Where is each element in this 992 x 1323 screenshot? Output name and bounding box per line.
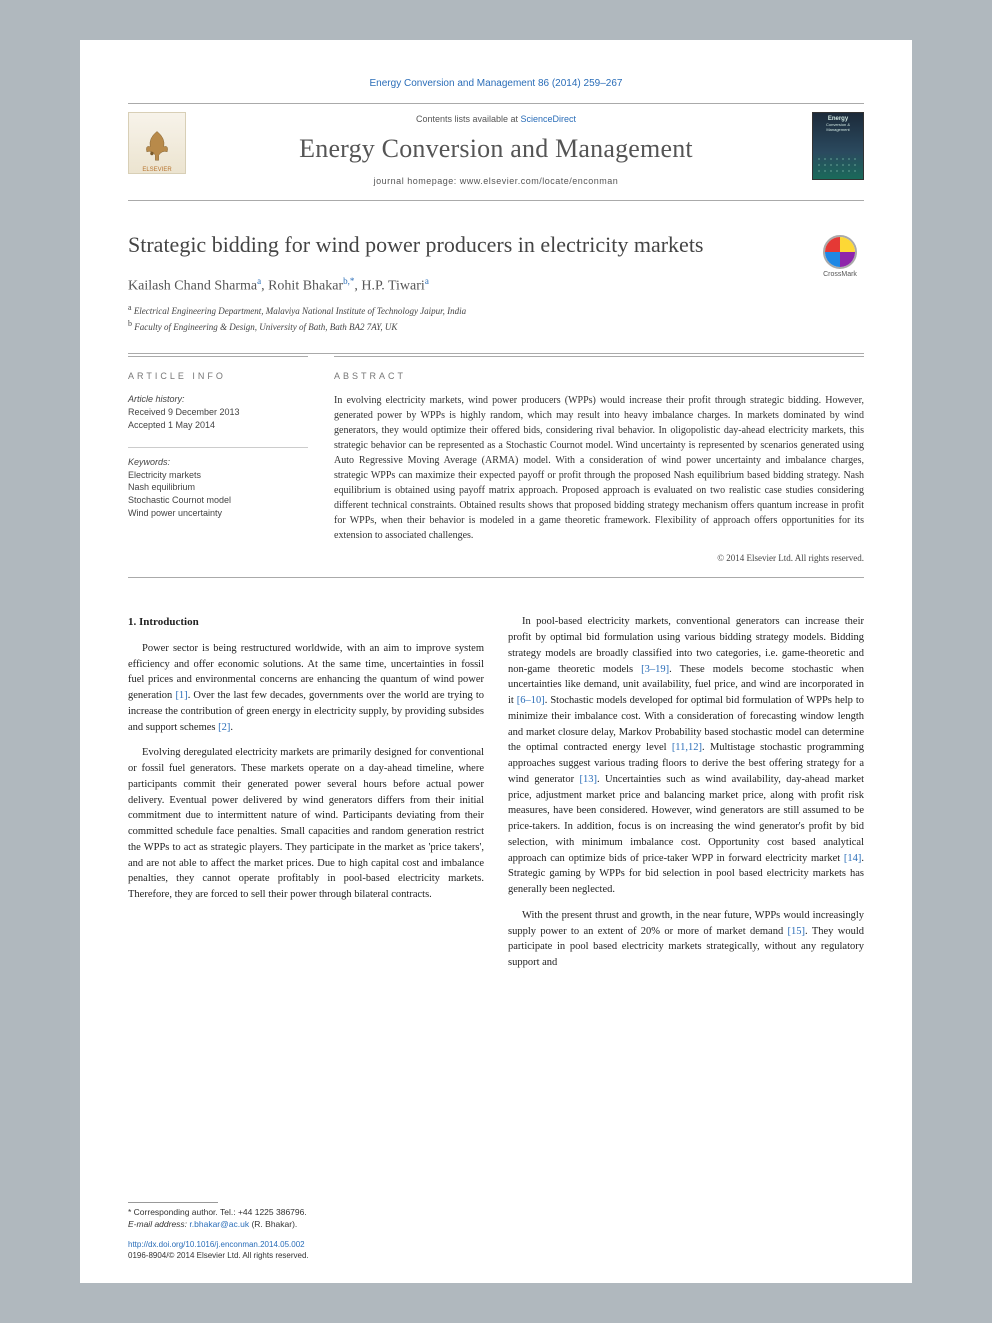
author-2: , Rohit Bhakar — [261, 278, 343, 293]
ref-6-10[interactable]: [6–10] — [517, 695, 545, 706]
corresponding-author: * Corresponding author. Tel.: +44 1225 3… — [128, 1207, 476, 1219]
homepage-label: journal homepage: — [374, 176, 460, 186]
affiliation-a: a Electrical Engineering Department, Mal… — [128, 302, 864, 318]
article-title: Strategic bidding for wind power produce… — [128, 231, 864, 260]
elsevier-tree-icon — [140, 127, 174, 163]
intro-para-3: In pool-based electricity markets, conve… — [508, 614, 864, 898]
ref-14[interactable]: [14] — [844, 853, 862, 864]
affiliation-b: b Faculty of Engineering & Design, Unive… — [128, 318, 864, 334]
journal-banner: ELSEVIER Energy Conversion & Management … — [128, 103, 864, 201]
article-info-heading: ARTICLE INFO — [128, 371, 308, 381]
intro-para-4: With the present thrust and growth, in t… — [508, 908, 864, 971]
title-row: Strategic bidding for wind power produce… — [128, 231, 864, 260]
affiliations: a Electrical Engineering Department, Mal… — [128, 302, 864, 333]
cover-decoration — [816, 156, 860, 176]
email-post: (R. Bhakar). — [249, 1219, 297, 1229]
body-col-left: 1. Introduction Power sector is being re… — [128, 614, 484, 981]
history-label: Article history: — [128, 393, 308, 406]
keyword-1: Electricity markets — [128, 469, 308, 482]
elsevier-label: ELSEVIER — [142, 167, 171, 173]
keywords-block: Keywords: Electricity markets Nash equil… — [128, 447, 308, 519]
elsevier-logo: ELSEVIER — [128, 112, 186, 174]
ref-3-19[interactable]: [3–19] — [641, 664, 669, 675]
ref-1[interactable]: [1] — [175, 690, 187, 701]
keywords-label: Keywords: — [128, 456, 308, 469]
email-link[interactable]: r.bhakar@ac.uk — [189, 1219, 249, 1229]
intro-para-1: Power sector is being restructured world… — [128, 641, 484, 736]
ref-15[interactable]: [15] — [788, 926, 806, 937]
abstract-text: In evolving electricity markets, wind po… — [334, 393, 864, 543]
contents-text: Contents lists available at — [416, 114, 521, 124]
author-2-affil: b,* — [343, 276, 354, 286]
intro-heading: 1. Introduction — [128, 614, 484, 631]
body-columns: 1. Introduction Power sector is being re… — [128, 614, 864, 981]
accepted-date: Accepted 1 May 2014 — [128, 419, 308, 432]
author-3: , H.P. Tiwari — [354, 278, 424, 293]
issn-copyright: 0196-8904/© 2014 Elsevier Ltd. All right… — [128, 1250, 476, 1261]
ref-2[interactable]: [2] — [218, 722, 230, 733]
author-3-affil: a — [425, 276, 429, 286]
keyword-3: Stochastic Cournot model — [128, 494, 308, 507]
crossmark-label: CrossMark — [816, 271, 864, 278]
received-date: Received 9 December 2013 — [128, 406, 308, 419]
email-label: E-mail address: — [128, 1219, 189, 1229]
journal-cover-thumb: Energy Conversion & Management — [812, 112, 864, 180]
journal-homepage: journal homepage: www.elsevier.com/locat… — [128, 176, 864, 186]
article-history: Article history: Received 9 December 201… — [128, 393, 308, 431]
abstract-col: ABSTRACT In evolving electricity markets… — [334, 356, 864, 577]
page: Energy Conversion and Management 86 (201… — [80, 40, 912, 1283]
info-abstract-block: ARTICLE INFO Article history: Received 9… — [128, 353, 864, 578]
intro-para-2: Evolving deregulated electricity markets… — [128, 745, 484, 903]
doi-line: http://dx.doi.org/10.1016/j.enconman.201… — [128, 1239, 476, 1250]
crossmark-badge[interactable]: CrossMark — [816, 235, 864, 278]
ref-13[interactable]: [13] — [579, 774, 597, 785]
author-1: Kailash Chand Sharma — [128, 278, 257, 293]
abstract-heading: ABSTRACT — [334, 371, 864, 381]
keyword-4: Wind power uncertainty — [128, 507, 308, 520]
ref-11-12[interactable]: [11,12] — [672, 742, 702, 753]
body-col-right: In pool-based electricity markets, conve… — [508, 614, 864, 981]
keyword-2: Nash equilibrium — [128, 481, 308, 494]
sciencedirect-link[interactable]: ScienceDirect — [521, 114, 577, 124]
footnotes: * Corresponding author. Tel.: +44 1225 3… — [128, 1202, 476, 1261]
authors: Kailash Chand Sharma a , Rohit Bhakarb,*, … — [128, 276, 864, 295]
article-info-col: ARTICLE INFO Article history: Received 9… — [128, 356, 308, 577]
citation-header: Energy Conversion and Management 86 (201… — [128, 78, 864, 89]
cover-subtitle: Conversion & Management — [816, 122, 860, 132]
abstract-copyright: © 2014 Elsevier Ltd. All rights reserved… — [334, 553, 864, 563]
doi-link[interactable]: http://dx.doi.org/10.1016/j.enconman.201… — [128, 1240, 305, 1249]
contents-line: Contents lists available at ScienceDirec… — [128, 114, 864, 124]
email-line: E-mail address: r.bhakar@ac.uk (R. Bhaka… — [128, 1219, 476, 1231]
homepage-url[interactable]: www.elsevier.com/locate/enconman — [460, 176, 619, 186]
journal-name: Energy Conversion and Management — [128, 134, 864, 164]
